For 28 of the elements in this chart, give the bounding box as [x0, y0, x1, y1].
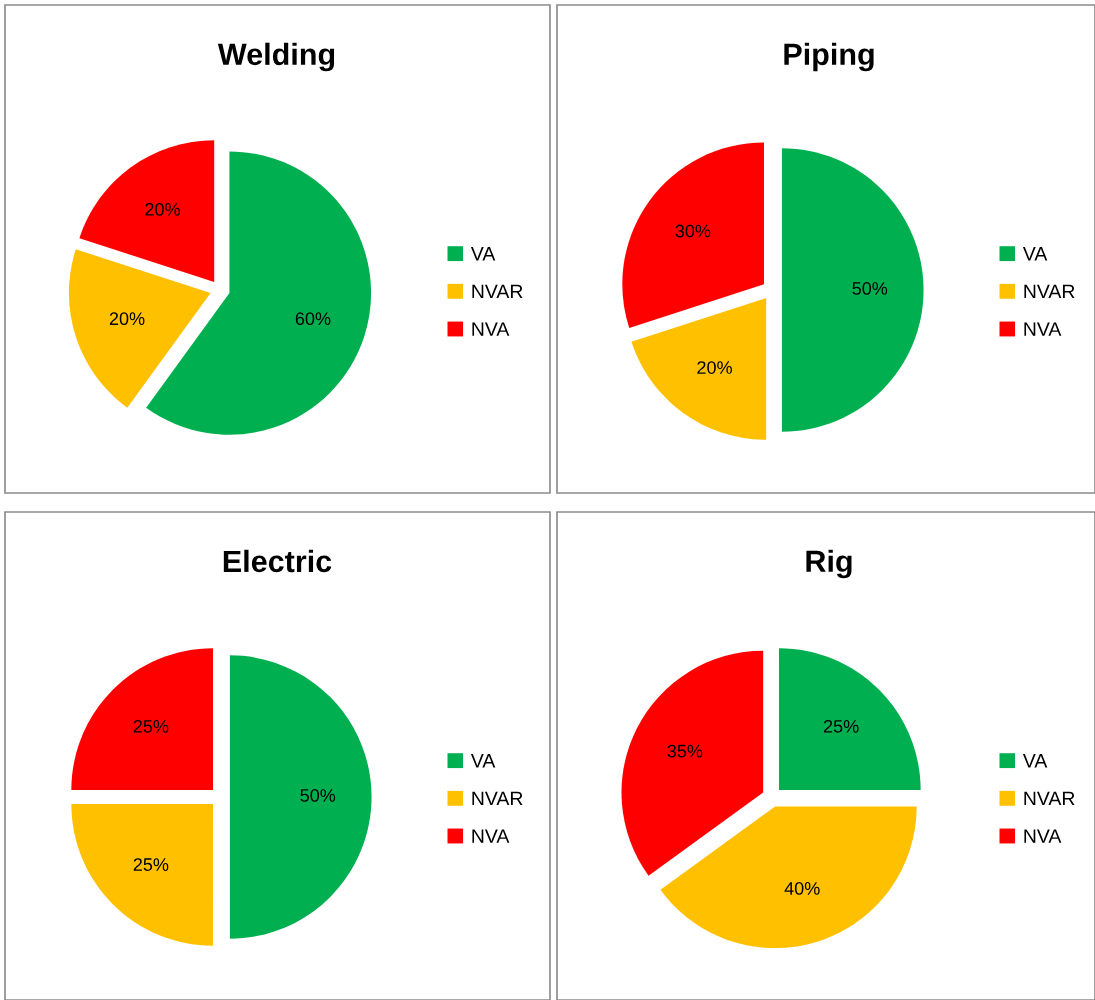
legend-label: VA — [470, 754, 496, 768]
data-label: 60% — [295, 312, 331, 326]
data-label: 20% — [145, 202, 180, 216]
chart-title: Welding — [217, 42, 335, 72]
data-label: 35% — [667, 744, 703, 758]
legend-label: NVA — [1024, 322, 1062, 336]
data-label: 40% — [784, 882, 820, 895]
chart-title: Electric — [223, 549, 332, 573]
data-label: 20% — [109, 312, 145, 326]
data-label: 25% — [133, 858, 169, 871]
legend-label: NVA — [1024, 829, 1062, 843]
legend-label: NVAR — [472, 284, 523, 299]
chart-title: Rig — [806, 549, 852, 579]
chart-title: Piping — [784, 42, 874, 72]
legend-label: NVA — [472, 322, 510, 336]
legend-label: NVA — [472, 829, 510, 843]
legend-label: NVAR — [472, 791, 523, 806]
data-label: 20% — [697, 361, 732, 374]
data-label: 50% — [300, 789, 336, 802]
legend-label: VA — [1022, 754, 1048, 768]
legend-label: NVAR — [1024, 791, 1075, 806]
data-label: 25% — [133, 719, 169, 733]
legend-label: VA — [470, 247, 496, 261]
legend-label: VA — [1022, 247, 1048, 261]
legend-label: NVAR — [1024, 284, 1075, 299]
data-label: 25% — [823, 719, 859, 733]
data-label: 50% — [852, 282, 888, 295]
data-label: 30% — [675, 224, 711, 238]
